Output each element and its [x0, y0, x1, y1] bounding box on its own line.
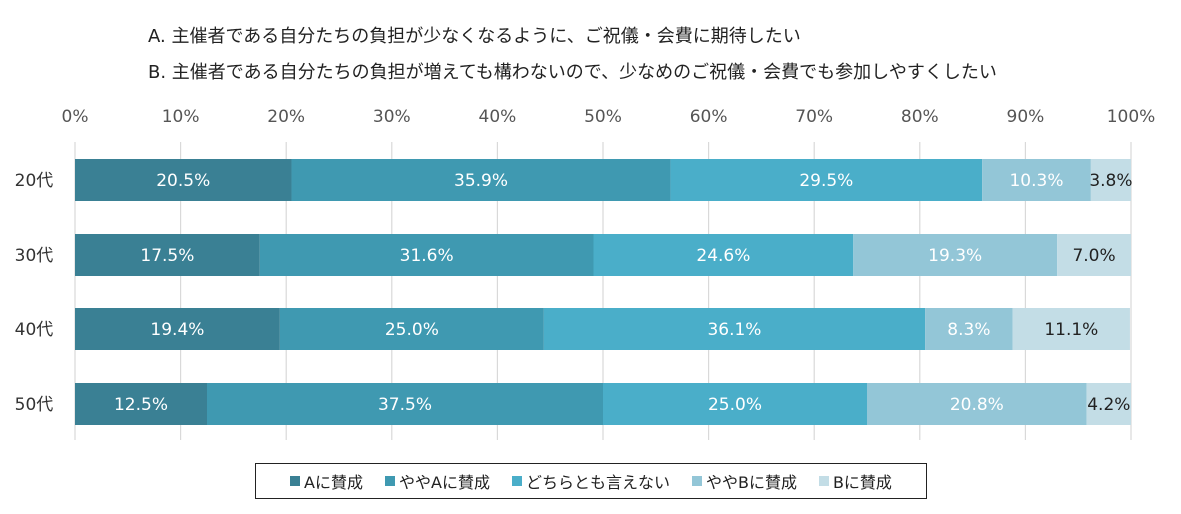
data-label: 37.5% [378, 395, 432, 415]
data-labels: 20.5% 35.9% 29.5% 10.3% 3.8% 17.5% 31.6% 24.6% 1… [114, 171, 1133, 415]
data-label: 31.6% [400, 246, 454, 266]
x-tick-label: 10% [162, 107, 200, 127]
legend-label: ややBに賛成 [705, 473, 797, 492]
bar-segment [207, 383, 603, 425]
note-a: A. 主催者である自分たちの負担が少なくなるように、ご祝儀・会費に期待したい [148, 26, 801, 47]
legend-label: どちらとも言えない [525, 473, 670, 492]
bar-segment [75, 308, 280, 350]
x-tick-label: 30% [373, 107, 411, 127]
bar-segment [279, 308, 544, 350]
data-label: 25.0% [385, 320, 439, 340]
bar-segment [259, 234, 594, 276]
category-label: 20代 [15, 171, 54, 191]
data-label: 36.1% [707, 320, 761, 340]
x-tick-label: 80% [901, 107, 939, 127]
legend-label: Bに賛成 [832, 473, 892, 492]
data-label: 35.9% [454, 171, 508, 191]
x-tick-label: 50% [584, 107, 622, 127]
legend-item: ややBに賛成 [691, 469, 797, 493]
grid-lines [74, 142, 1132, 440]
bar-segment [867, 383, 1087, 425]
x-tick-label: 90% [1007, 107, 1045, 127]
bar-segment [982, 159, 1091, 201]
bar-segment [925, 308, 1013, 350]
bar-segment [75, 234, 260, 276]
x-tick-labels: 0% 10% 20% 30% 40% 50% 60% 70% 80% 90% 100% [62, 107, 1156, 127]
bar-segment [603, 383, 867, 425]
data-label: 11.1% [1044, 320, 1098, 340]
category-labels: 20代 30代 40代 50代 [15, 171, 54, 415]
bar-segment [1086, 383, 1131, 425]
x-tick-label: 70% [795, 107, 833, 127]
x-tick-label: 100% [1107, 107, 1156, 127]
bar-segment [1057, 234, 1131, 276]
data-label: 17.5% [140, 246, 194, 266]
data-label: 20.8% [950, 395, 1004, 415]
data-label: 24.6% [696, 246, 750, 266]
data-label: 8.3% [947, 320, 990, 340]
note-b: B. 主催者である自分たちの負担が増えても構わないので、少なめのご祝儀・会費でも… [148, 62, 997, 83]
bar-segment [75, 159, 292, 201]
legend-swatch [385, 476, 395, 486]
data-label: 7.0% [1072, 246, 1115, 266]
x-tick-label: 60% [690, 107, 728, 127]
legend-item: どちらとも言えない [511, 469, 670, 493]
data-label: 10.3% [1009, 171, 1063, 191]
legend-item: Aに賛成 [290, 469, 363, 493]
x-tick-label: 40% [479, 107, 517, 127]
bar-segment [1012, 308, 1130, 350]
bar-segment [543, 308, 926, 350]
x-tick-label: 0% [62, 107, 89, 127]
category-label: 30代 [15, 246, 54, 266]
legend-swatch [290, 476, 301, 486]
legend-swatch [818, 476, 829, 486]
data-label: 19.3% [928, 246, 982, 266]
bar-segment [1090, 159, 1131, 201]
data-label: 3.8% [1089, 171, 1132, 191]
x-tick-label: 20% [267, 107, 305, 127]
legend-item: ややAに賛成 [385, 469, 490, 493]
bar-segment [593, 234, 854, 276]
data-label: 19.4% [150, 320, 204, 340]
legend: Aに賛成 ややAに賛成 どちらとも言えない ややBに賛成 Bに賛成 [255, 463, 927, 499]
category-label: 40代 [15, 320, 54, 340]
bar-segment [670, 159, 983, 201]
data-label: 4.2% [1087, 395, 1130, 415]
data-label: 20.5% [156, 171, 210, 191]
bars [75, 159, 1131, 425]
legend-item: Bに賛成 [818, 469, 892, 493]
legend-swatch [691, 476, 702, 486]
legend-label: Aに賛成 [304, 473, 363, 492]
legend-label: ややAに賛成 [399, 473, 490, 492]
data-label: 12.5% [114, 395, 168, 415]
category-label: 50代 [15, 395, 54, 415]
bar-segment [291, 159, 671, 201]
bar-segment [75, 383, 207, 425]
legend-swatch [511, 476, 522, 486]
data-label: 29.5% [799, 171, 853, 191]
data-label: 25.0% [708, 395, 762, 415]
bar-segment [853, 234, 1058, 276]
